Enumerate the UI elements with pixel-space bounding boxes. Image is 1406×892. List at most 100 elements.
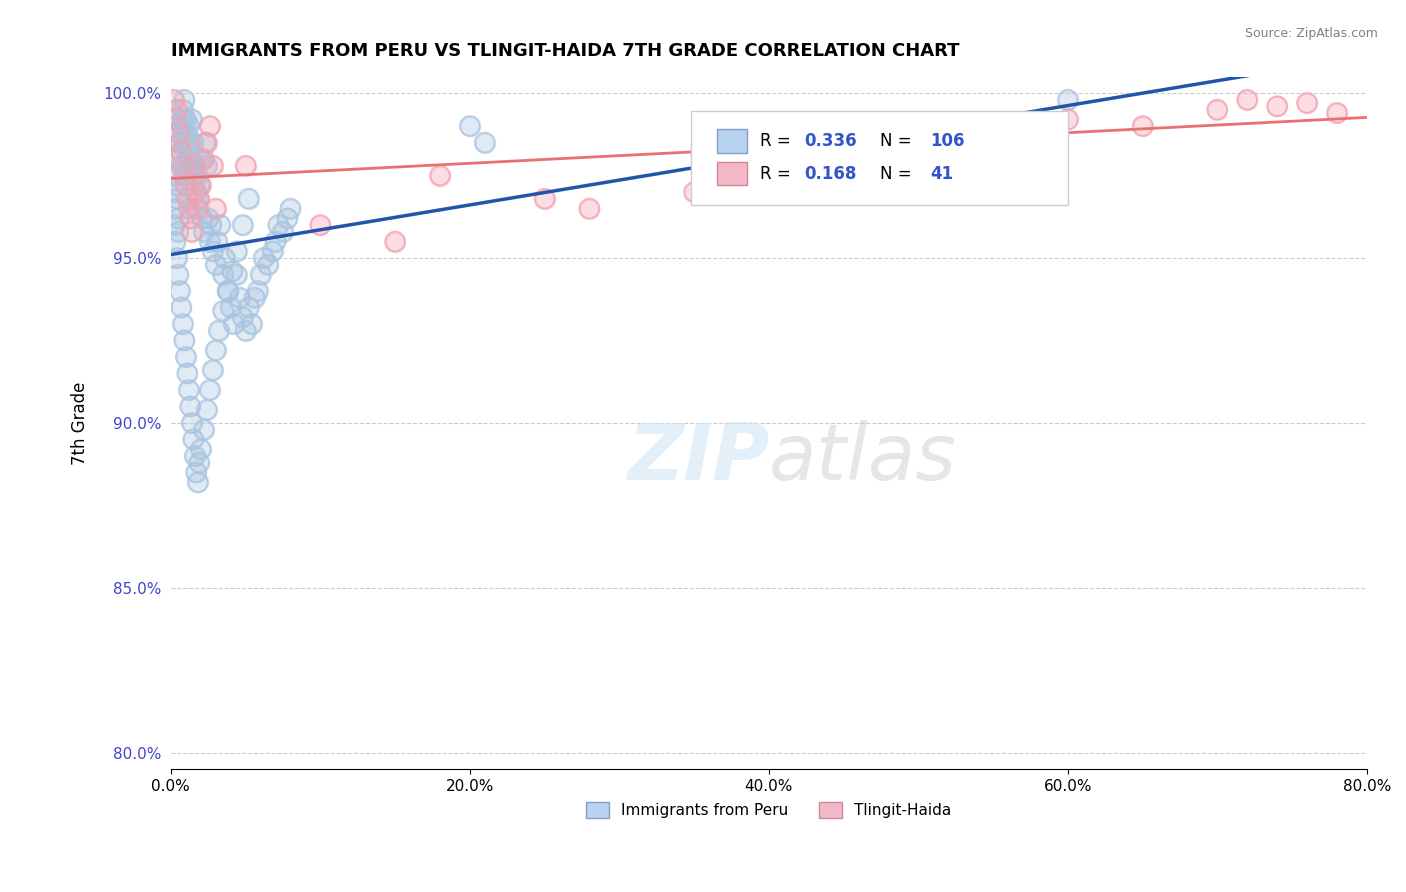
Point [170,301,193,315]
Text: 41: 41 [931,164,953,183]
Point [184,159,207,173]
Point [222,317,245,331]
Point [195,159,218,173]
Point [276,211,298,226]
Point [271,225,294,239]
Point [166,178,188,193]
Point [180,152,202,166]
Point [981,136,1004,150]
Point [214,251,236,265]
Point [877,126,900,140]
Point [179,400,201,414]
Point [212,303,235,318]
Point [246,284,269,298]
Point [167,152,190,166]
Point [533,192,555,206]
Point [165,169,187,183]
Point [787,169,810,183]
Point [198,383,221,397]
Point [181,136,204,150]
Point [170,145,193,160]
Point [179,159,201,173]
Point [198,235,221,249]
Bar [717,129,748,153]
Point [1206,103,1229,117]
Point [1132,119,1154,133]
Point [167,268,190,282]
Point [176,169,198,183]
Point [209,218,232,232]
Text: atlas: atlas [769,419,956,496]
Point [167,152,190,166]
Point [187,202,209,216]
Point [533,192,555,206]
Point [280,202,302,216]
Point [186,185,208,199]
Point [217,284,239,298]
Point [225,268,247,282]
Point [197,211,219,226]
Point [172,317,194,331]
Point [187,192,209,206]
Point [179,211,201,226]
Point [232,218,254,232]
Point [184,169,207,183]
Point [167,225,190,239]
Point [198,235,221,249]
Text: ZIP: ZIP [627,419,769,496]
Point [235,324,257,338]
Point [172,103,194,117]
Point [169,284,191,298]
Point [235,159,257,173]
Text: 106: 106 [931,132,965,150]
Point [1132,119,1154,133]
Point [176,367,198,381]
Point [458,119,481,133]
Point [429,169,451,183]
Point [163,218,186,232]
Point [228,291,250,305]
Point [166,103,188,117]
Point [165,235,187,249]
Point [1236,93,1258,107]
Point [165,112,187,127]
Point [165,235,187,249]
Point [204,258,226,272]
Point [429,169,451,183]
Point [166,178,188,193]
FancyBboxPatch shape [692,112,1067,205]
Point [167,126,190,140]
Point [184,169,207,183]
Point [249,268,271,282]
Point [384,235,406,249]
Point [240,317,263,331]
Point [186,466,208,480]
Point [181,169,204,183]
Point [163,93,186,107]
Point [193,225,215,239]
Text: N =: N = [880,164,917,183]
Point [166,251,188,265]
Point [179,136,201,150]
Point [181,136,204,150]
Point [271,225,294,239]
Point [219,301,242,315]
Point [217,284,239,298]
Point [179,400,201,414]
Point [188,192,211,206]
Point [758,119,780,133]
Point [200,218,222,232]
Point [1296,95,1319,110]
Point [1296,95,1319,110]
Point [683,185,706,199]
Point [173,93,195,107]
Point [163,185,186,199]
Point [173,334,195,348]
Point [165,112,187,127]
Point [187,169,209,183]
Point [174,126,197,140]
Point [174,112,197,127]
Point [172,159,194,173]
Point [195,159,218,173]
Text: R =: R = [761,132,796,150]
